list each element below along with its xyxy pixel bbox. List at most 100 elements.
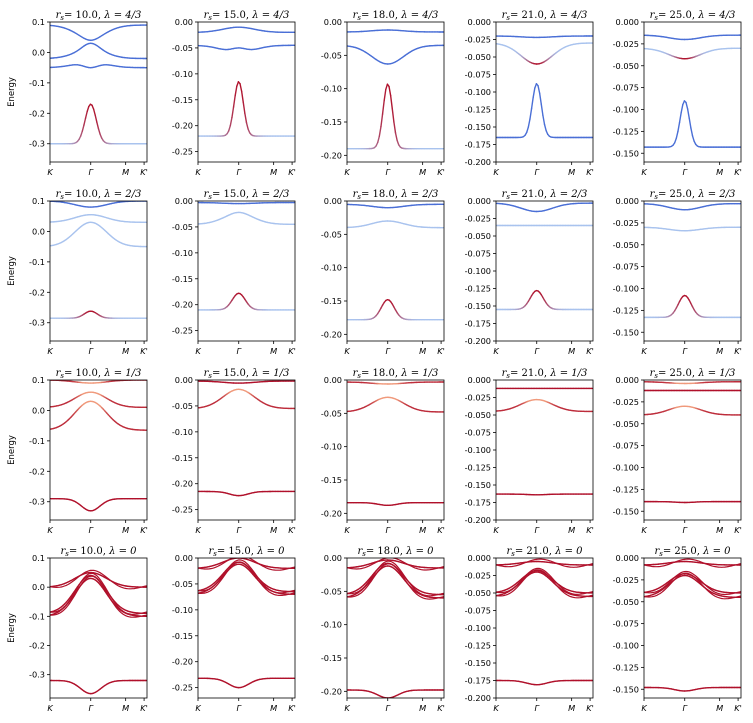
ytick-label: -0.075 [465,428,491,438]
ytick-label: 0.0 [32,582,45,592]
ytick-label: -0.20 [172,479,193,489]
band-2-partner [644,570,741,596]
title-r: r [507,546,513,557]
ytick-label: -0.100 [465,623,491,633]
ytick-label: -0.10 [321,263,342,273]
ytick-label: -0.125 [465,105,491,115]
xtick-label: K' [288,346,296,356]
title-r: r [650,10,656,21]
panel-title: rs= 18.0, λ = 2/3 [353,189,439,201]
panel-title: rs= 21.0, λ = 4/3 [502,10,588,22]
title-rs-value: = 15.0, [212,368,252,379]
bands [644,381,741,504]
ytick-label: -0.025 [465,571,491,581]
title-r: r [204,368,210,379]
panel-r0-c0: rs= 10.0, λ = 4/3 0.1 0.0 -0.1 -0.2 -0.3 K Γ M K' [29,10,148,177]
ytick-label: -0.05 [321,586,342,596]
band-0-segment [242,101,246,115]
ytick-label: 0.00 [324,553,342,563]
band-0-segment [244,112,248,124]
ytick-label: 0.00 [175,375,193,385]
axes-frame [495,200,594,342]
ytick-label: -0.3 [29,139,45,149]
xtick-label: K [195,167,201,177]
band-3-partner [496,558,593,568]
ytick-label: 0.1 [32,375,45,385]
ytick-label: 0.000 [616,553,639,563]
bands [644,202,741,319]
title-lambda: λ = 4/3 [400,10,438,21]
panel-title: rs= 18.0, λ = 0 [358,546,435,558]
xtick-label: K [195,346,201,356]
ytick-label: -0.050 [465,588,491,598]
ytick-label: -0.075 [613,441,639,451]
band-0-segment [91,104,95,110]
title-sub: s [208,193,212,201]
title-sub: s [357,372,361,380]
axes-frame [643,557,742,699]
ytick-label: -0.125 [613,484,639,494]
ytick-label: -0.050 [465,410,491,420]
band-0-segment [396,139,400,146]
ytick-label: -0.2 [29,466,45,476]
band-0-segment [526,126,530,134]
band-2-partner [50,572,147,615]
title-r: r [204,189,210,200]
xtick-label: M [568,346,575,356]
title-sub: s [506,14,510,22]
ytick-label: -0.100 [613,641,639,651]
panel-r3-c2: rs= 18.0, λ = 00.00-0.05-0.10-0.15-0.20K… [321,546,445,713]
band-0-segment [527,118,531,128]
xtick-label: M [122,167,129,177]
band-0-segment [691,135,695,142]
xtick-label: Γ [236,346,242,356]
title-sub: s [506,372,510,380]
ytick-label: -0.050 [465,231,491,241]
ytick-label: -0.075 [465,606,491,616]
band-0-segment [391,107,395,123]
title-sub: s [208,14,212,22]
panel-r2-c1: rs= 15.0, λ = 1/3 0.00 -0.05 -0.10 -0.15 -0.2… [172,368,296,535]
ytick-label: -0.150 [613,506,639,516]
title-lambda: λ = 4/3 [549,10,587,21]
ytick-label: -0.125 [613,126,639,136]
bands [347,203,444,321]
panel-title: rs= 25.0, λ = 2/3 [650,189,736,201]
ytick-label: -0.050 [613,240,639,250]
ytick-label: -0.100 [613,105,639,115]
axes-frame [49,200,148,342]
panel-title: rs= 10.0, λ = 1/3 [56,368,142,380]
ytick-label: -0.20 [321,686,342,696]
ytick-label: 0.000 [616,196,639,206]
xtick-label: K' [437,167,445,177]
ytick-label: -0.2 [29,287,45,297]
panel-r3-c3: rs= 21.0, λ = 0 0.000 -0.025 -0.050 -0.075 -0… [465,546,594,713]
ytick-label: -0.200 [465,693,491,703]
ytick-label: -0.20 [321,150,342,160]
bands [496,558,593,686]
title-rs-value: = 18.0, [361,189,401,200]
xtick-label: M [716,346,723,356]
xtick-label: M [122,525,129,535]
title-r: r [56,10,62,21]
title-sub: s [60,372,64,380]
band-0-segment [538,92,542,105]
band-0-segment [381,99,385,115]
ytick-label: -0.025 [613,575,639,585]
band-0-segment [685,101,689,110]
axes-frame [643,379,742,521]
title-rs-value: = 15.0, [212,10,252,21]
panel-title: rs= 25.0, λ = 0 [655,546,732,558]
panel-title: rs= 15.0, λ = 0 [209,546,286,558]
ytick-label: 0.00 [324,17,342,27]
title-sub: s [60,14,64,22]
xtick-label: M [419,525,426,535]
title-sub: s [511,550,515,558]
band-0-segment [239,83,243,93]
title-lambda: λ = 2/3 [697,189,735,200]
ytick-label: -0.150 [465,301,491,311]
title-lambda: λ = 1/3 [251,368,289,379]
ytick-label: 0.000 [468,375,491,385]
panel-r1-c4: rs= 25.0, λ = 2/3 0.000 -0.025 -0.050 -0.075… [613,189,742,356]
title-rs-value: = 21.0, [510,10,550,21]
